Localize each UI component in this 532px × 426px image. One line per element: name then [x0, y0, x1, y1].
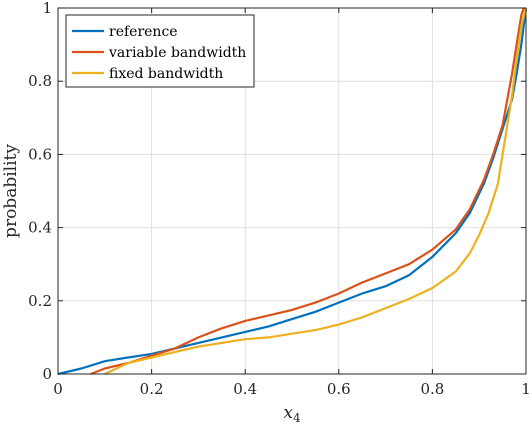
y-tick-label: 0.4	[28, 219, 52, 237]
x-tick-label: 0.4	[233, 380, 257, 398]
series-line-variable-bandwidth	[90, 7, 525, 376]
x-tick-label: 1	[521, 380, 531, 398]
legend: reference variable bandwidth fixed bandwid…	[65, 14, 255, 88]
x-axis-label-base: x	[283, 403, 293, 423]
series-lines	[57, 7, 528, 376]
y-tick-label: 0.8	[28, 72, 52, 90]
x-axis-label: x4	[283, 403, 301, 425]
legend-entry-label: variable bandwidth	[108, 45, 246, 61]
plot-frame	[57, 7, 527, 375]
series-line-reference	[57, 7, 528, 376]
y-tick-label: 0	[42, 365, 52, 383]
y-tick-labels: 0 0.2 0.4 0.6 0.8 1	[28, 0, 52, 383]
x-tick-label: 0.6	[327, 380, 351, 398]
legend-entry-label: reference	[109, 24, 178, 40]
legend-entry-label: fixed bandwidth	[109, 66, 223, 82]
y-tick-label: 1	[42, 0, 52, 17]
y-axis-label: probability	[1, 144, 21, 238]
x-tick-labels: 0 0.2 0.4 0.6 0.8 1	[53, 380, 531, 398]
x-tick-label: 0.8	[420, 380, 444, 398]
y-tick-label: 0.6	[28, 145, 52, 163]
x-tick-label: 0.2	[140, 380, 164, 398]
axis-ticks	[57, 7, 527, 375]
x-axis-label-subscript: 4	[293, 411, 301, 425]
x-tick-label: 0	[53, 380, 63, 398]
series-line-fixed-bandwidth	[104, 7, 528, 375]
y-tick-label: 0.2	[28, 292, 52, 310]
